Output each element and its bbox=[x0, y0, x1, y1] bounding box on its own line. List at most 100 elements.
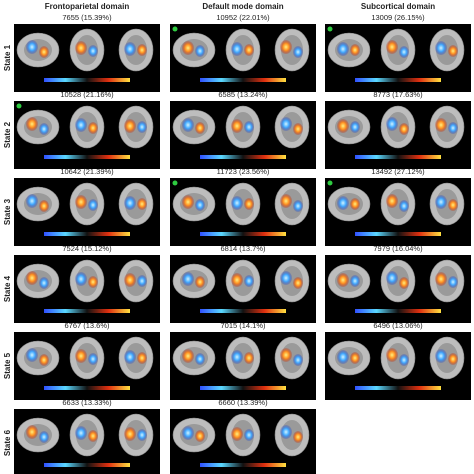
activation bbox=[293, 200, 303, 212]
activation bbox=[244, 275, 254, 287]
activation bbox=[182, 349, 194, 363]
brain-panel bbox=[14, 332, 160, 400]
activation bbox=[350, 352, 360, 364]
activation bbox=[244, 352, 254, 364]
activation bbox=[280, 194, 292, 208]
colorbar bbox=[200, 386, 286, 390]
activation bbox=[399, 277, 409, 289]
colorbar bbox=[44, 386, 130, 390]
row-label: State 3 bbox=[3, 198, 12, 225]
activation bbox=[26, 194, 38, 208]
colorbar bbox=[200, 232, 286, 236]
activation bbox=[182, 426, 194, 440]
activation bbox=[293, 123, 303, 135]
activation bbox=[124, 196, 136, 210]
activation bbox=[350, 198, 360, 210]
colorbar bbox=[200, 155, 286, 159]
activation bbox=[280, 271, 292, 285]
activation bbox=[195, 122, 205, 134]
state-count: 6767 (13.6%) bbox=[64, 321, 110, 330]
state-count: 13009 (26.15%) bbox=[371, 13, 425, 22]
activation bbox=[386, 194, 398, 208]
activation bbox=[231, 196, 243, 210]
activation bbox=[39, 431, 49, 443]
state-count: 10528 (21.16%) bbox=[60, 90, 114, 99]
brain-panel bbox=[325, 332, 471, 400]
colorbar bbox=[44, 232, 130, 236]
column-header: Subcortical domain bbox=[361, 2, 435, 11]
activation bbox=[280, 348, 292, 362]
activation bbox=[448, 353, 458, 365]
activation bbox=[26, 271, 38, 285]
activation bbox=[399, 123, 409, 135]
row-label: State 2 bbox=[3, 121, 12, 148]
activation bbox=[124, 273, 136, 287]
activation bbox=[26, 348, 38, 362]
activation bbox=[75, 272, 87, 286]
activation bbox=[39, 46, 49, 58]
activation bbox=[231, 427, 243, 441]
activation bbox=[124, 119, 136, 133]
activation bbox=[137, 352, 147, 364]
state-count: 7655 (15.39%) bbox=[62, 13, 112, 22]
colorbar bbox=[200, 463, 286, 467]
activation bbox=[231, 350, 243, 364]
activation bbox=[337, 350, 349, 364]
marker-dot bbox=[172, 180, 178, 186]
activation bbox=[39, 277, 49, 289]
activation bbox=[26, 40, 38, 54]
colorbar bbox=[200, 78, 286, 82]
brain-panel bbox=[170, 255, 316, 323]
activation bbox=[75, 349, 87, 363]
activation bbox=[386, 271, 398, 285]
activation bbox=[448, 199, 458, 211]
activation bbox=[435, 118, 447, 132]
activation bbox=[244, 44, 254, 56]
activation bbox=[280, 117, 292, 131]
activation bbox=[88, 276, 98, 288]
activation bbox=[448, 276, 458, 288]
activation bbox=[26, 425, 38, 439]
activation bbox=[182, 41, 194, 55]
activation bbox=[244, 121, 254, 133]
brain-panel bbox=[325, 101, 471, 169]
state-count: 6814 (13.7%) bbox=[220, 244, 266, 253]
activation bbox=[39, 354, 49, 366]
activation bbox=[280, 425, 292, 439]
activation bbox=[337, 119, 349, 133]
brain-panel bbox=[14, 178, 160, 246]
activation bbox=[293, 277, 303, 289]
activation bbox=[88, 353, 98, 365]
activation bbox=[244, 198, 254, 210]
activation bbox=[386, 348, 398, 362]
brain-panel bbox=[14, 409, 160, 474]
activation bbox=[195, 276, 205, 288]
state-count: 11723 (23.56%) bbox=[217, 167, 270, 176]
row-label: State 1 bbox=[3, 44, 12, 71]
activation bbox=[124, 350, 136, 364]
activation bbox=[293, 354, 303, 366]
activation bbox=[88, 45, 98, 57]
activation bbox=[399, 354, 409, 366]
activation bbox=[195, 199, 205, 211]
brain-panel bbox=[325, 24, 471, 92]
activation bbox=[39, 123, 49, 135]
state-count: 6496 (13.06%) bbox=[373, 321, 423, 330]
state-count: 10642 (21.39%) bbox=[60, 167, 114, 176]
colorbar bbox=[355, 78, 441, 82]
activation bbox=[435, 41, 447, 55]
marker-dot bbox=[327, 26, 333, 32]
state-count: 10952 (22.01%) bbox=[216, 13, 270, 22]
activation bbox=[39, 200, 49, 212]
state-count: 7979 (16.04%) bbox=[373, 244, 423, 253]
brain-panel bbox=[14, 24, 160, 92]
activation bbox=[435, 272, 447, 286]
state-count: 6660 (13.39%) bbox=[218, 398, 268, 407]
colorbar bbox=[44, 463, 130, 467]
state-count: 6633 (13.33%) bbox=[62, 398, 112, 407]
activation bbox=[124, 427, 136, 441]
activation bbox=[350, 275, 360, 287]
brain-panel bbox=[325, 178, 471, 246]
marker-dot bbox=[327, 180, 333, 186]
